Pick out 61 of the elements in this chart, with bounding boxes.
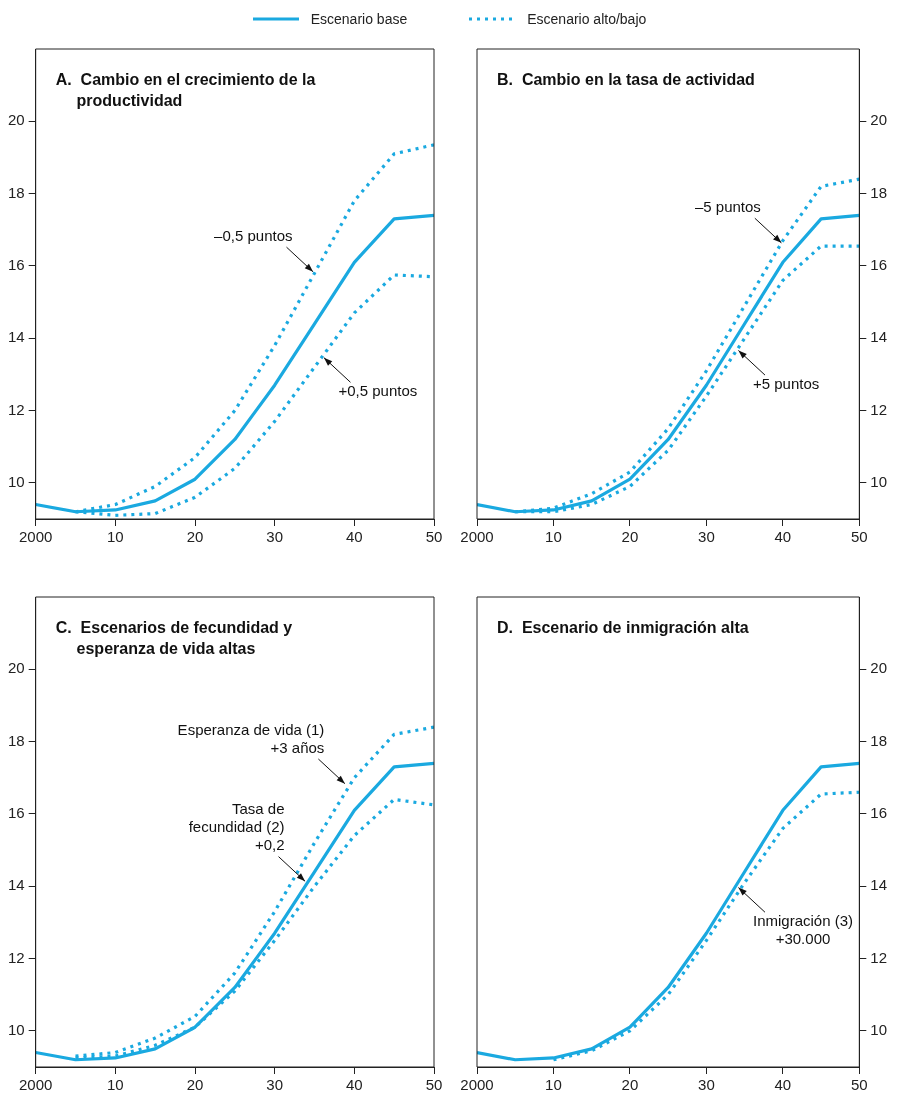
text: D. Escenario de inmigración alta xyxy=(497,619,749,637)
y-tick-label: 16 xyxy=(8,804,25,822)
y-tick-label: 20 xyxy=(870,659,887,677)
x-tick-label: 40 xyxy=(774,528,792,546)
y-tick-label: 14 xyxy=(870,328,887,346)
x-tick-label: 50 xyxy=(425,528,443,546)
annotation: +0,5 puntos xyxy=(338,381,418,399)
legend-label: Escenario alto/bajo xyxy=(527,11,647,27)
x-tick-label: 40 xyxy=(345,1076,363,1094)
legend-label: Escenario base xyxy=(310,11,408,27)
y-tick-label: 14 xyxy=(8,876,25,894)
x-tick-label: 50 xyxy=(850,528,868,546)
x-tick-label: 20 xyxy=(621,528,639,546)
y-tick-label: 20 xyxy=(8,111,25,129)
y-tick-label: 12 xyxy=(870,400,887,418)
x-tick-label: 30 xyxy=(266,528,284,546)
y-tick-label: 18 xyxy=(8,731,25,749)
annotation: Tasa de fecundidad (2) +0,2 xyxy=(188,800,285,854)
x-tick-label: 50 xyxy=(850,1076,868,1094)
y-tick-label: 10 xyxy=(870,472,887,490)
x-tick-label: 30 xyxy=(698,1076,715,1094)
y-tick-label: 10 xyxy=(8,472,25,490)
x-tick-label: 40 xyxy=(774,1076,792,1094)
y-tick-label: 20 xyxy=(870,111,887,129)
x-tick-label: 2000 xyxy=(19,528,53,546)
x-tick-label: 30 xyxy=(698,528,715,546)
y-tick-label: 18 xyxy=(870,731,887,749)
x-tick-label: 10 xyxy=(107,1076,124,1094)
y-tick-label: 14 xyxy=(870,876,887,894)
x-tick-label: 50 xyxy=(425,1076,443,1094)
y-tick-label: 16 xyxy=(8,256,25,274)
y-tick-label: 18 xyxy=(870,183,887,201)
annotation: Esperanza de vida (1) +3 años xyxy=(177,720,325,756)
x-tick-label: 2000 xyxy=(19,1076,53,1094)
text: C. Escenarios de fecundidad y esperanza de vida altas xyxy=(55,619,293,658)
y-tick-label: 18 xyxy=(8,183,25,201)
y-tick-label: 12 xyxy=(870,948,887,966)
annotation: Inmigración (3) +30.000 xyxy=(752,911,854,947)
x-tick-label: 2000 xyxy=(460,528,494,546)
x-tick-label: 10 xyxy=(545,528,562,546)
x-tick-label: 10 xyxy=(107,528,124,546)
y-tick-label: 16 xyxy=(870,804,887,822)
annotation: +5 puntos xyxy=(752,374,820,392)
text: A. Cambio en el crecimiento de la productividad xyxy=(55,71,316,110)
y-tick-label: 10 xyxy=(870,1020,887,1038)
y-tick-label: 12 xyxy=(8,400,25,418)
y-tick-label: 16 xyxy=(870,256,887,274)
y-tick-label: 20 xyxy=(8,659,25,677)
x-tick-label: 30 xyxy=(266,1076,284,1094)
x-tick-label: 20 xyxy=(186,528,204,546)
annotation: –5 puntos xyxy=(694,197,761,215)
y-tick-label: 14 xyxy=(8,328,25,346)
annotation: –0,5 puntos xyxy=(214,226,293,244)
y-tick-label: 10 xyxy=(8,1020,25,1038)
y-tick-label: 12 xyxy=(8,948,25,966)
text: B. Cambio en la tasa de actividad xyxy=(497,71,755,89)
x-tick-label: 10 xyxy=(545,1076,562,1094)
x-tick-label: 40 xyxy=(345,528,363,546)
x-tick-label: 20 xyxy=(621,1076,639,1094)
x-tick-label: 20 xyxy=(186,1076,204,1094)
x-tick-label: 2000 xyxy=(460,1076,494,1094)
